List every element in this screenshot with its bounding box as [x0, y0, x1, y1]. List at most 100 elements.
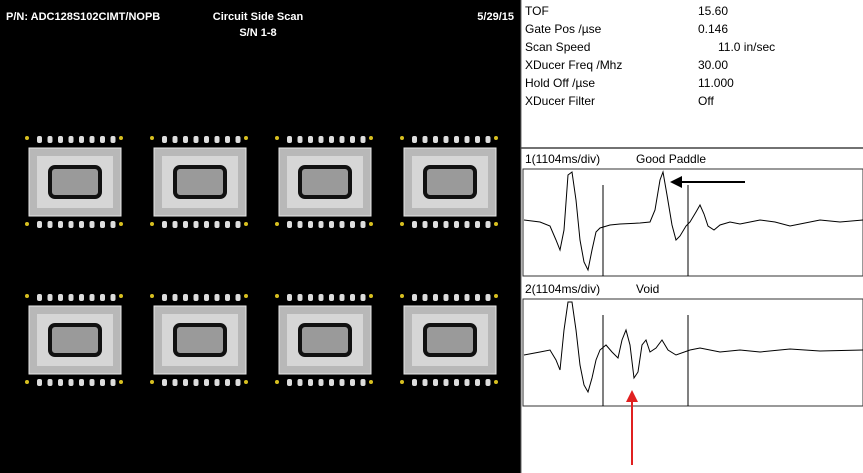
lead	[183, 221, 188, 228]
lead	[162, 136, 167, 143]
lead	[162, 221, 167, 228]
marker	[150, 136, 154, 140]
lead	[361, 136, 366, 143]
scan-panel	[0, 0, 521, 473]
lead	[340, 221, 345, 228]
lead	[225, 221, 230, 228]
marker	[150, 222, 154, 226]
lead	[486, 294, 491, 301]
lead	[194, 221, 199, 228]
lead	[48, 379, 53, 386]
lead	[287, 294, 292, 301]
paddle	[50, 325, 100, 355]
lead	[298, 294, 303, 301]
serial: S/N 1-8	[239, 27, 276, 39]
marker	[25, 136, 29, 140]
marker	[400, 294, 404, 298]
lead	[225, 294, 230, 301]
marker	[119, 380, 123, 384]
lead	[340, 379, 345, 386]
lead	[194, 379, 199, 386]
lead	[412, 221, 417, 228]
paddle	[175, 167, 225, 197]
parameter-label: Gate Pos /µse	[525, 22, 602, 36]
lead	[215, 136, 220, 143]
lead	[454, 294, 459, 301]
marker	[400, 380, 404, 384]
marker	[150, 294, 154, 298]
marker	[25, 294, 29, 298]
lead	[79, 136, 84, 143]
lead	[423, 136, 428, 143]
lead	[183, 379, 188, 386]
lead	[454, 136, 459, 143]
lead	[329, 221, 334, 228]
lead	[475, 379, 480, 386]
lead	[90, 221, 95, 228]
waveform-channel: 2(1104ms/div)	[525, 282, 600, 296]
lead	[465, 136, 470, 143]
lead	[465, 379, 470, 386]
lead	[100, 294, 105, 301]
lead	[90, 294, 95, 301]
parameter-value: 11.000	[698, 76, 734, 90]
paddle	[50, 167, 100, 197]
lead	[350, 136, 355, 143]
paddle	[425, 167, 475, 197]
lead	[308, 294, 313, 301]
lead	[361, 294, 366, 301]
lead	[340, 136, 345, 143]
lead	[361, 221, 366, 228]
parameter-label: Scan Speed	[525, 40, 590, 54]
lead	[308, 379, 313, 386]
parameter-value: Off	[698, 94, 714, 108]
lead	[298, 221, 303, 228]
marker	[400, 136, 404, 140]
parameter-label: Hold Off /µse	[525, 76, 595, 90]
lead	[79, 221, 84, 228]
lead	[183, 294, 188, 301]
lead	[412, 136, 417, 143]
lead	[48, 294, 53, 301]
lead	[308, 136, 313, 143]
marker	[244, 294, 248, 298]
lead	[215, 294, 220, 301]
lead	[37, 379, 42, 386]
lead	[423, 294, 428, 301]
lead	[100, 136, 105, 143]
date: 5/29/15	[477, 11, 514, 23]
lead	[37, 294, 42, 301]
marker	[275, 222, 279, 226]
lead	[319, 221, 324, 228]
marker	[119, 294, 123, 298]
lead	[204, 294, 209, 301]
lead	[111, 379, 116, 386]
lead	[475, 294, 480, 301]
parameter-label: TOF	[525, 4, 549, 18]
marker	[275, 294, 279, 298]
scan-title: Circuit Side Scan	[213, 11, 304, 23]
marker	[244, 222, 248, 226]
lead	[433, 379, 438, 386]
lead	[433, 221, 438, 228]
lead	[465, 221, 470, 228]
lead	[236, 294, 241, 301]
lead	[236, 136, 241, 143]
parameter-label: XDucer Freq /Mhz	[525, 58, 622, 72]
lead	[465, 294, 470, 301]
marker	[150, 380, 154, 384]
marker	[400, 222, 404, 226]
lead	[475, 221, 480, 228]
lead	[329, 294, 334, 301]
parameter-value: 15.60	[698, 4, 728, 18]
lead	[433, 294, 438, 301]
lead	[69, 379, 74, 386]
lead	[287, 379, 292, 386]
lead	[173, 294, 178, 301]
marker	[369, 222, 373, 226]
lead	[69, 221, 74, 228]
marker	[369, 294, 373, 298]
lead	[37, 221, 42, 228]
lead	[423, 221, 428, 228]
lead	[287, 136, 292, 143]
